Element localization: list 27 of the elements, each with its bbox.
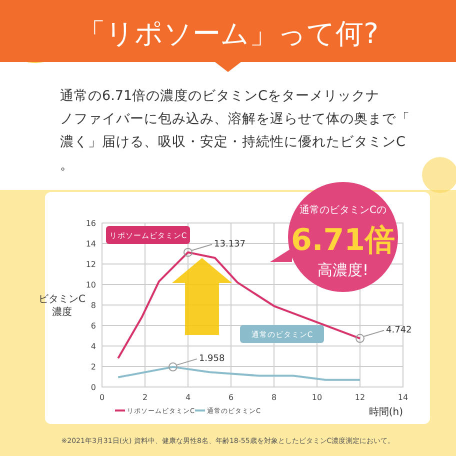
y-tick-label: 4: [90, 342, 96, 351]
y-tick-label: 0: [90, 383, 96, 392]
y-tick-label: 2: [90, 362, 96, 372]
annotation: 13.137: [214, 239, 246, 250]
x-tick-label: 4: [185, 393, 191, 402]
y-tick-label: 8: [90, 301, 96, 310]
y-tick-label: 10: [86, 280, 96, 290]
x-tick-label: 0: [99, 393, 105, 402]
y-tick-label: 12: [86, 260, 96, 269]
annotation: 高濃度!: [317, 261, 369, 279]
y-axis-title: ビタミンC 濃度: [38, 294, 86, 318]
annotation: 4.742: [386, 325, 412, 336]
text: 通常のビタミンCの: [300, 204, 386, 216]
x-axis-title: 時間(h): [368, 406, 404, 418]
annotation: 6.71倍: [290, 223, 396, 258]
x-tick-label: 2: [142, 393, 148, 402]
y-tick-label: 6: [90, 322, 96, 330]
x-tick-label: 8: [271, 393, 277, 402]
x-tick-label: 6: [228, 393, 234, 402]
chart-subtitle: 通常の6.71倍の濃度のビタミンCをターメリックナノファイバーに包み込み、溶解を遅らせて体の奥まで「濃く」届ける、吸収・安定・持続性に優れたビタミンC。: [60, 88, 410, 173]
annotation: 1.958: [198, 354, 225, 364]
x-tick-label: 14: [398, 393, 408, 402]
chart-title: 「リポソーム」って何?: [78, 17, 378, 50]
x-tick-label: 10: [312, 393, 322, 402]
x-tick-label: 12: [354, 393, 366, 402]
y-tick-label: 14: [86, 240, 96, 248]
y-tick-label: 16: [86, 219, 96, 228]
